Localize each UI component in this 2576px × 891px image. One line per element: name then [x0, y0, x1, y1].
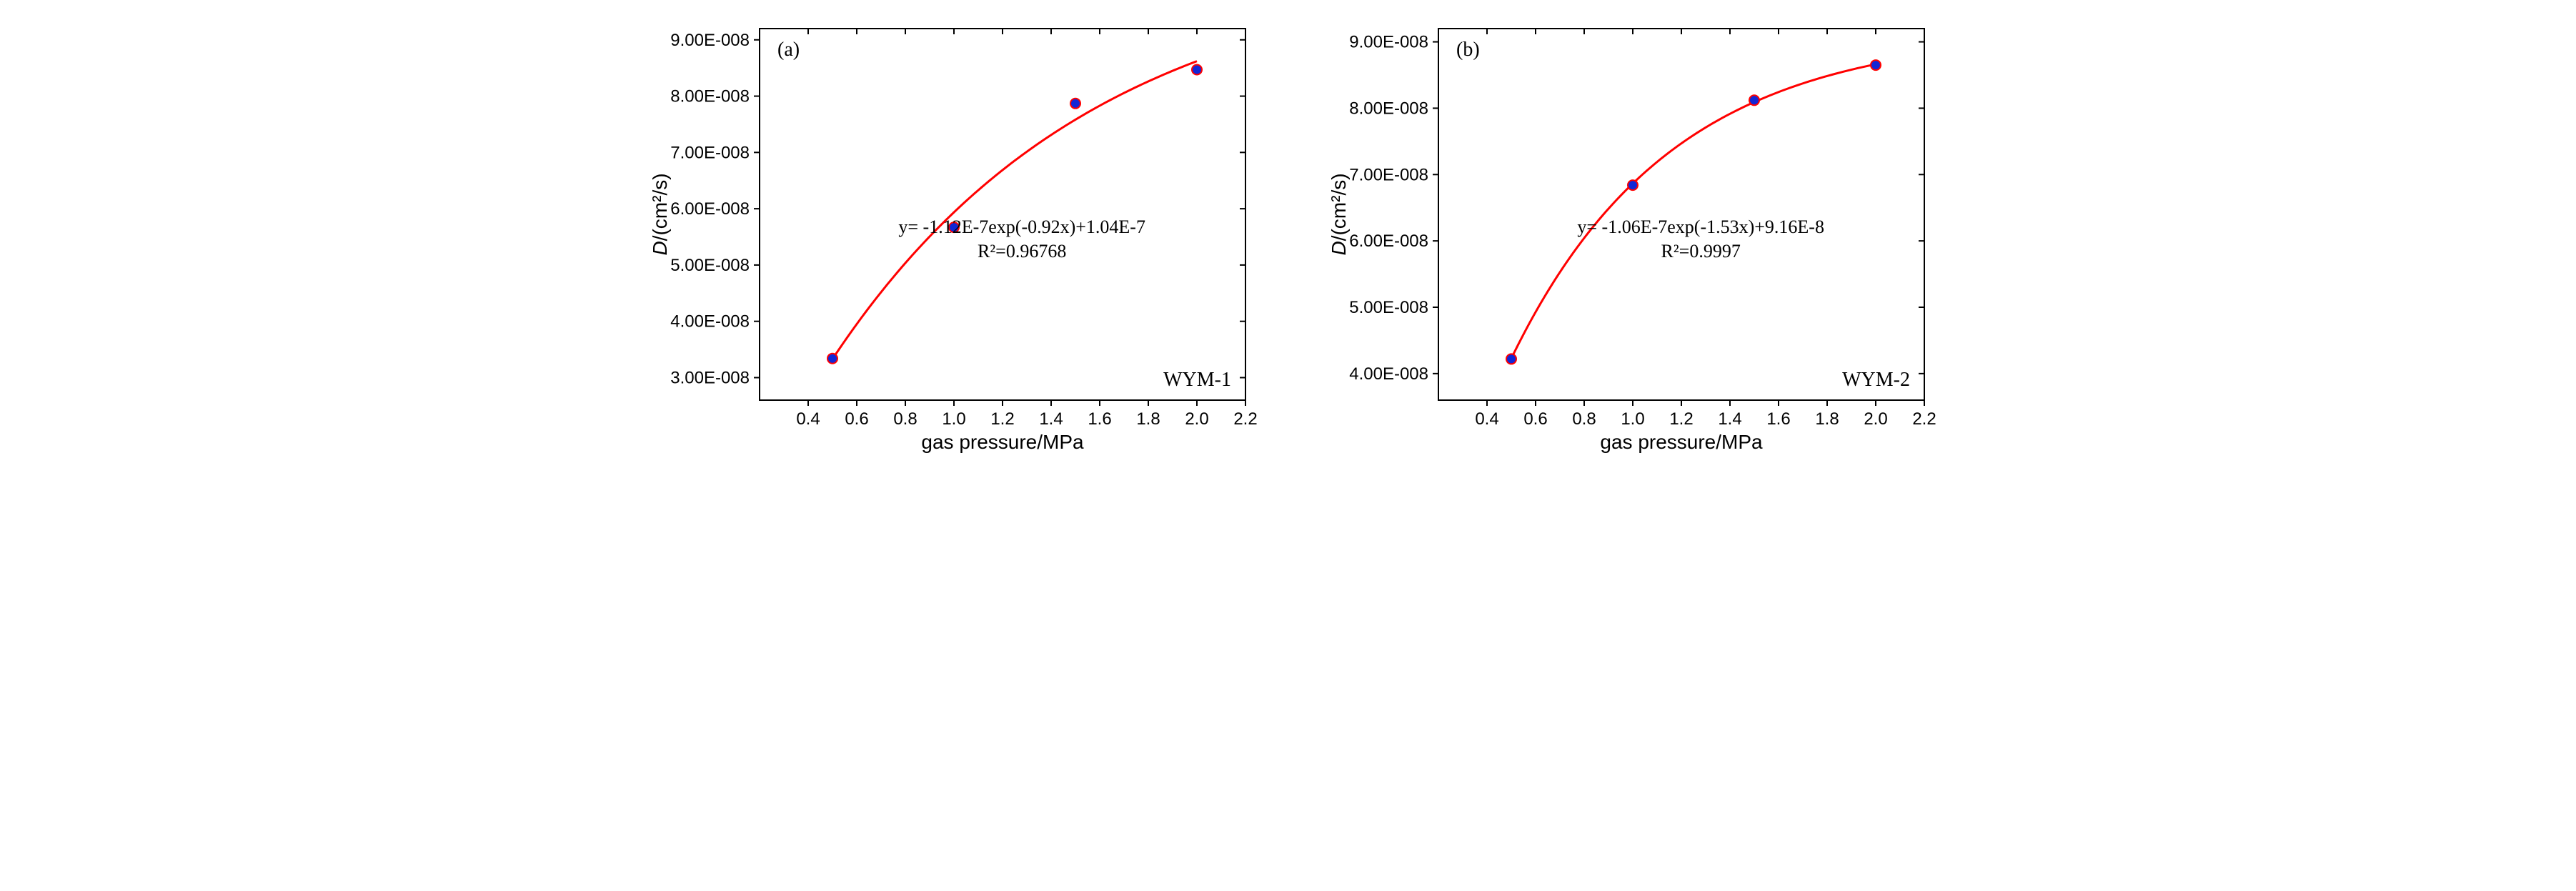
- y-tick-label: 3.00E-008: [670, 368, 750, 387]
- x-tick-label: 0.4: [796, 409, 820, 429]
- data-marker: [1070, 99, 1080, 109]
- x-tick-label: 1.6: [1766, 409, 1790, 429]
- chart-panel-a: 0.4 0.6 0.8 1.0 1.2 1.4 1.6 1.8 2.0 2.2 3.00E-008 4…: [638, 14, 1260, 457]
- x-tick-label: 0.8: [893, 409, 917, 429]
- equation-line-2: R²=0.9997: [1661, 241, 1740, 262]
- y-tick-label: 5.00E-008: [1349, 298, 1428, 317]
- x-tick-label: 1.8: [1136, 409, 1160, 429]
- x-tick-label: 1.4: [1718, 409, 1741, 429]
- x-tick-label: 2.0: [1864, 409, 1887, 429]
- y-axis-title: D/(cm²/s): [1328, 173, 1350, 255]
- x-tick-label: 0.6: [845, 409, 868, 429]
- y-tick-label: 8.00E-008: [1349, 99, 1428, 118]
- chart-svg-b: 0.4 0.6 0.8 1.0 1.2 1.4 1.6 1.8 2.0 2.2 4.00E-008 5…: [1317, 14, 1939, 457]
- x-axis-title: gas pressure/MPa: [921, 431, 1084, 453]
- x-axis-title: gas pressure/MPa: [1600, 431, 1763, 453]
- x-tick-label: 0.4: [1475, 409, 1498, 429]
- plot-frame: [1438, 29, 1924, 400]
- x-tick-label: 1.4: [1039, 409, 1063, 429]
- panel-label: (a): [777, 39, 800, 61]
- chart-panel-b: 0.4 0.6 0.8 1.0 1.2 1.4 1.6 1.8 2.0 2.2 4.00E-008 5…: [1317, 14, 1939, 457]
- y-tick-label: 7.00E-008: [1349, 165, 1428, 184]
- x-tick-label: 0.8: [1572, 409, 1596, 429]
- y-tick-label: 9.00E-008: [670, 31, 750, 50]
- y-tick-label: 4.00E-008: [670, 312, 750, 332]
- data-marker: [1192, 65, 1202, 75]
- x-tick-label: 1.2: [990, 409, 1014, 429]
- data-marker: [1628, 180, 1638, 190]
- panel-label: (b): [1456, 39, 1480, 61]
- x-tick-label: 0.6: [1523, 409, 1547, 429]
- data-marker: [1871, 60, 1881, 70]
- data-marker: [1506, 354, 1516, 364]
- y-tick-label: 4.00E-008: [1349, 364, 1428, 384]
- x-tick-label: 2.2: [1233, 409, 1257, 429]
- y-tick-label: 6.00E-008: [670, 199, 750, 219]
- x-tick-label: 2.2: [1912, 409, 1936, 429]
- x-tick-label: 1.0: [942, 409, 965, 429]
- x-tick-label: 1.6: [1088, 409, 1111, 429]
- x-tick-label: 2.0: [1185, 409, 1208, 429]
- plot-frame: [760, 29, 1245, 400]
- y-axis-title: D/(cm²/s): [649, 173, 671, 255]
- y-tick-label: 5.00E-008: [670, 256, 750, 275]
- y-tick-label: 6.00E-008: [1349, 232, 1428, 251]
- data-marker: [1749, 95, 1759, 105]
- y-tick-label: 8.00E-008: [670, 87, 750, 106]
- x-tick-label: 1.2: [1669, 409, 1693, 429]
- equation-line-1: y= -1.06E-7exp(-1.53x)+9.16E-8: [1577, 216, 1824, 237]
- x-tick-label: 1.0: [1621, 409, 1644, 429]
- chart-svg-a: 0.4 0.6 0.8 1.0 1.2 1.4 1.6 1.8 2.0 2.2 3.00E-008 4…: [638, 14, 1260, 457]
- y-tick-label: 7.00E-008: [670, 143, 750, 162]
- equation-line-1: y= -1.12E-7exp(-0.92x)+1.04E-7: [898, 216, 1145, 237]
- data-marker: [827, 354, 837, 364]
- sample-label: WYM-2: [1842, 369, 1910, 391]
- sample-label: WYM-1: [1163, 369, 1231, 391]
- x-tick-label: 1.8: [1815, 409, 1839, 429]
- y-tick-label: 9.00E-008: [1349, 33, 1428, 52]
- equation-line-2: R²=0.96768: [978, 241, 1066, 262]
